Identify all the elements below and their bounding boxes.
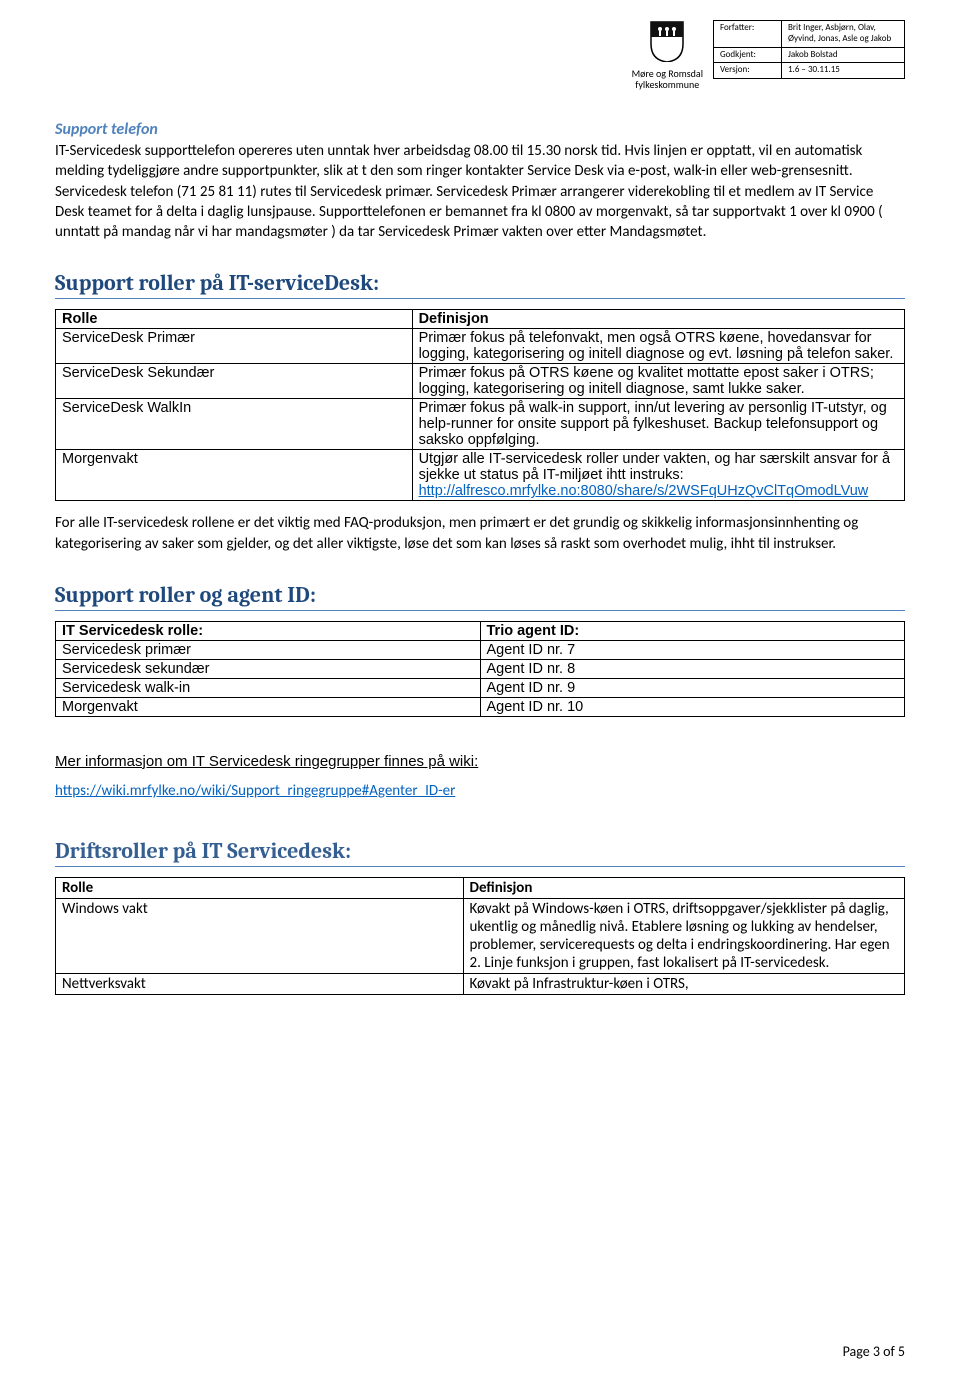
table-header: Definisjon <box>412 310 904 329</box>
table-row: Morgenvakt Utgjør alle IT-servicedesk ro… <box>56 450 905 501</box>
table-row: ServiceDesk Primær Primær fokus på telef… <box>56 329 905 364</box>
table-row: ServiceDesk WalkIn Primær fokus på walk-… <box>56 399 905 450</box>
role-cell: Morgenvakt <box>56 697 481 716</box>
table-row: Windows vakt Køvakt på Windows-køen i OT… <box>56 898 905 973</box>
alfresco-link[interactable]: http://alfresco.mrfylke.no:8080/share/s/… <box>419 483 869 499</box>
role-cell: Morgenvakt <box>56 450 413 501</box>
heading-drift-roles: Driftsroller på IT Servicedesk: <box>55 838 905 867</box>
agent-id-table: IT Servicedesk rolle: Trio agent ID: Ser… <box>55 621 905 717</box>
def-cell: Utgjør alle IT-servicedesk roller under … <box>412 450 904 501</box>
def-cell: Køvakt på Windows-køen i OTRS, driftsopp… <box>463 898 904 973</box>
meta-value: Brit Inger, Asbjørn, Olav, Øyvind, Jonas… <box>782 21 905 48</box>
role-cell: Servicedesk primær <box>56 640 481 659</box>
support-phone-body: IT-Servicedesk supporttelefon opereres u… <box>55 141 905 242</box>
id-cell: Agent ID nr. 7 <box>480 640 905 659</box>
org-logo-block: Møre og Romsdal fylkeskommune <box>632 20 703 90</box>
page-header: Møre og Romsdal fylkeskommune Forfatter:… <box>55 20 905 90</box>
table-header: Rolle <box>56 310 413 329</box>
table-row: ServiceDesk Sekundær Primær fokus på OTR… <box>56 364 905 399</box>
role-cell: Servicedesk walk-in <box>56 678 481 697</box>
meta-value: 1.6 – 30.11.15 <box>782 63 905 79</box>
meta-label: Godkjent: <box>714 47 782 63</box>
role-cell: Servicedesk sekundær <box>56 659 481 678</box>
wiki-link[interactable]: https://wiki.mrfylke.no/wiki/Support_rin… <box>55 782 455 800</box>
id-cell: Agent ID nr. 10 <box>480 697 905 716</box>
table-row: Servicedesk walk-in Agent ID nr. 9 <box>56 678 905 697</box>
def-cell: Primær fokus på telefonvakt, men også OT… <box>412 329 904 364</box>
def-cell: Primær fokus på walk-in support, inn/ut … <box>412 399 904 450</box>
role-cell: ServiceDesk Sekundær <box>56 364 413 399</box>
def-cell: Primær fokus på OTRS køene og kvalitet m… <box>412 364 904 399</box>
table-row: Nettverksvakt Køvakt på Infrastruktur-kø… <box>56 973 905 994</box>
meta-label: Versjon: <box>714 63 782 79</box>
meta-value: Jakob Bolstad <box>782 47 905 63</box>
table-row: Servicedesk sekundær Agent ID nr. 8 <box>56 659 905 678</box>
org-name-line2: fylkeskommune <box>632 79 703 90</box>
roles-after-paragraph: For alle IT-servicedesk rollene er det v… <box>55 513 905 554</box>
page-footer: Page 3 of 5 <box>843 1343 905 1360</box>
table-header: Trio agent ID: <box>480 621 905 640</box>
role-cell: Windows vakt <box>56 898 464 973</box>
heading-agent-id: Support roller og agent ID: <box>55 582 905 611</box>
table-row: Morgenvakt Agent ID nr. 10 <box>56 697 905 716</box>
def-cell: Køvakt på Infrastruktur-køen i OTRS, <box>463 973 904 994</box>
support-roles-table: Rolle Definisjon ServiceDesk Primær Prim… <box>55 309 905 501</box>
def-text: Utgjør alle IT-servicedesk roller under … <box>419 451 890 483</box>
heading-support-roles: Support roller på IT-serviceDesk: <box>55 270 905 299</box>
section-title-support-phone: Support telefon <box>55 120 905 139</box>
id-cell: Agent ID nr. 8 <box>480 659 905 678</box>
table-header: Rolle <box>56 877 464 898</box>
doc-meta-table: Forfatter: Brit Inger, Asbjørn, Olav, Øy… <box>713 20 905 79</box>
shield-icon <box>649 20 685 62</box>
drift-roles-table: Rolle Definisjon Windows vakt Køvakt på … <box>55 877 905 995</box>
table-header: Definisjon <box>463 877 904 898</box>
role-cell: ServiceDesk WalkIn <box>56 399 413 450</box>
role-cell: Nettverksvakt <box>56 973 464 994</box>
wiki-info-text: Mer informasjon om IT Servicedesk ringeg… <box>55 753 905 770</box>
id-cell: Agent ID nr. 9 <box>480 678 905 697</box>
role-cell: ServiceDesk Primær <box>56 329 413 364</box>
table-header: IT Servicedesk rolle: <box>56 621 481 640</box>
table-row: Servicedesk primær Agent ID nr. 7 <box>56 640 905 659</box>
meta-label: Forfatter: <box>714 21 782 48</box>
